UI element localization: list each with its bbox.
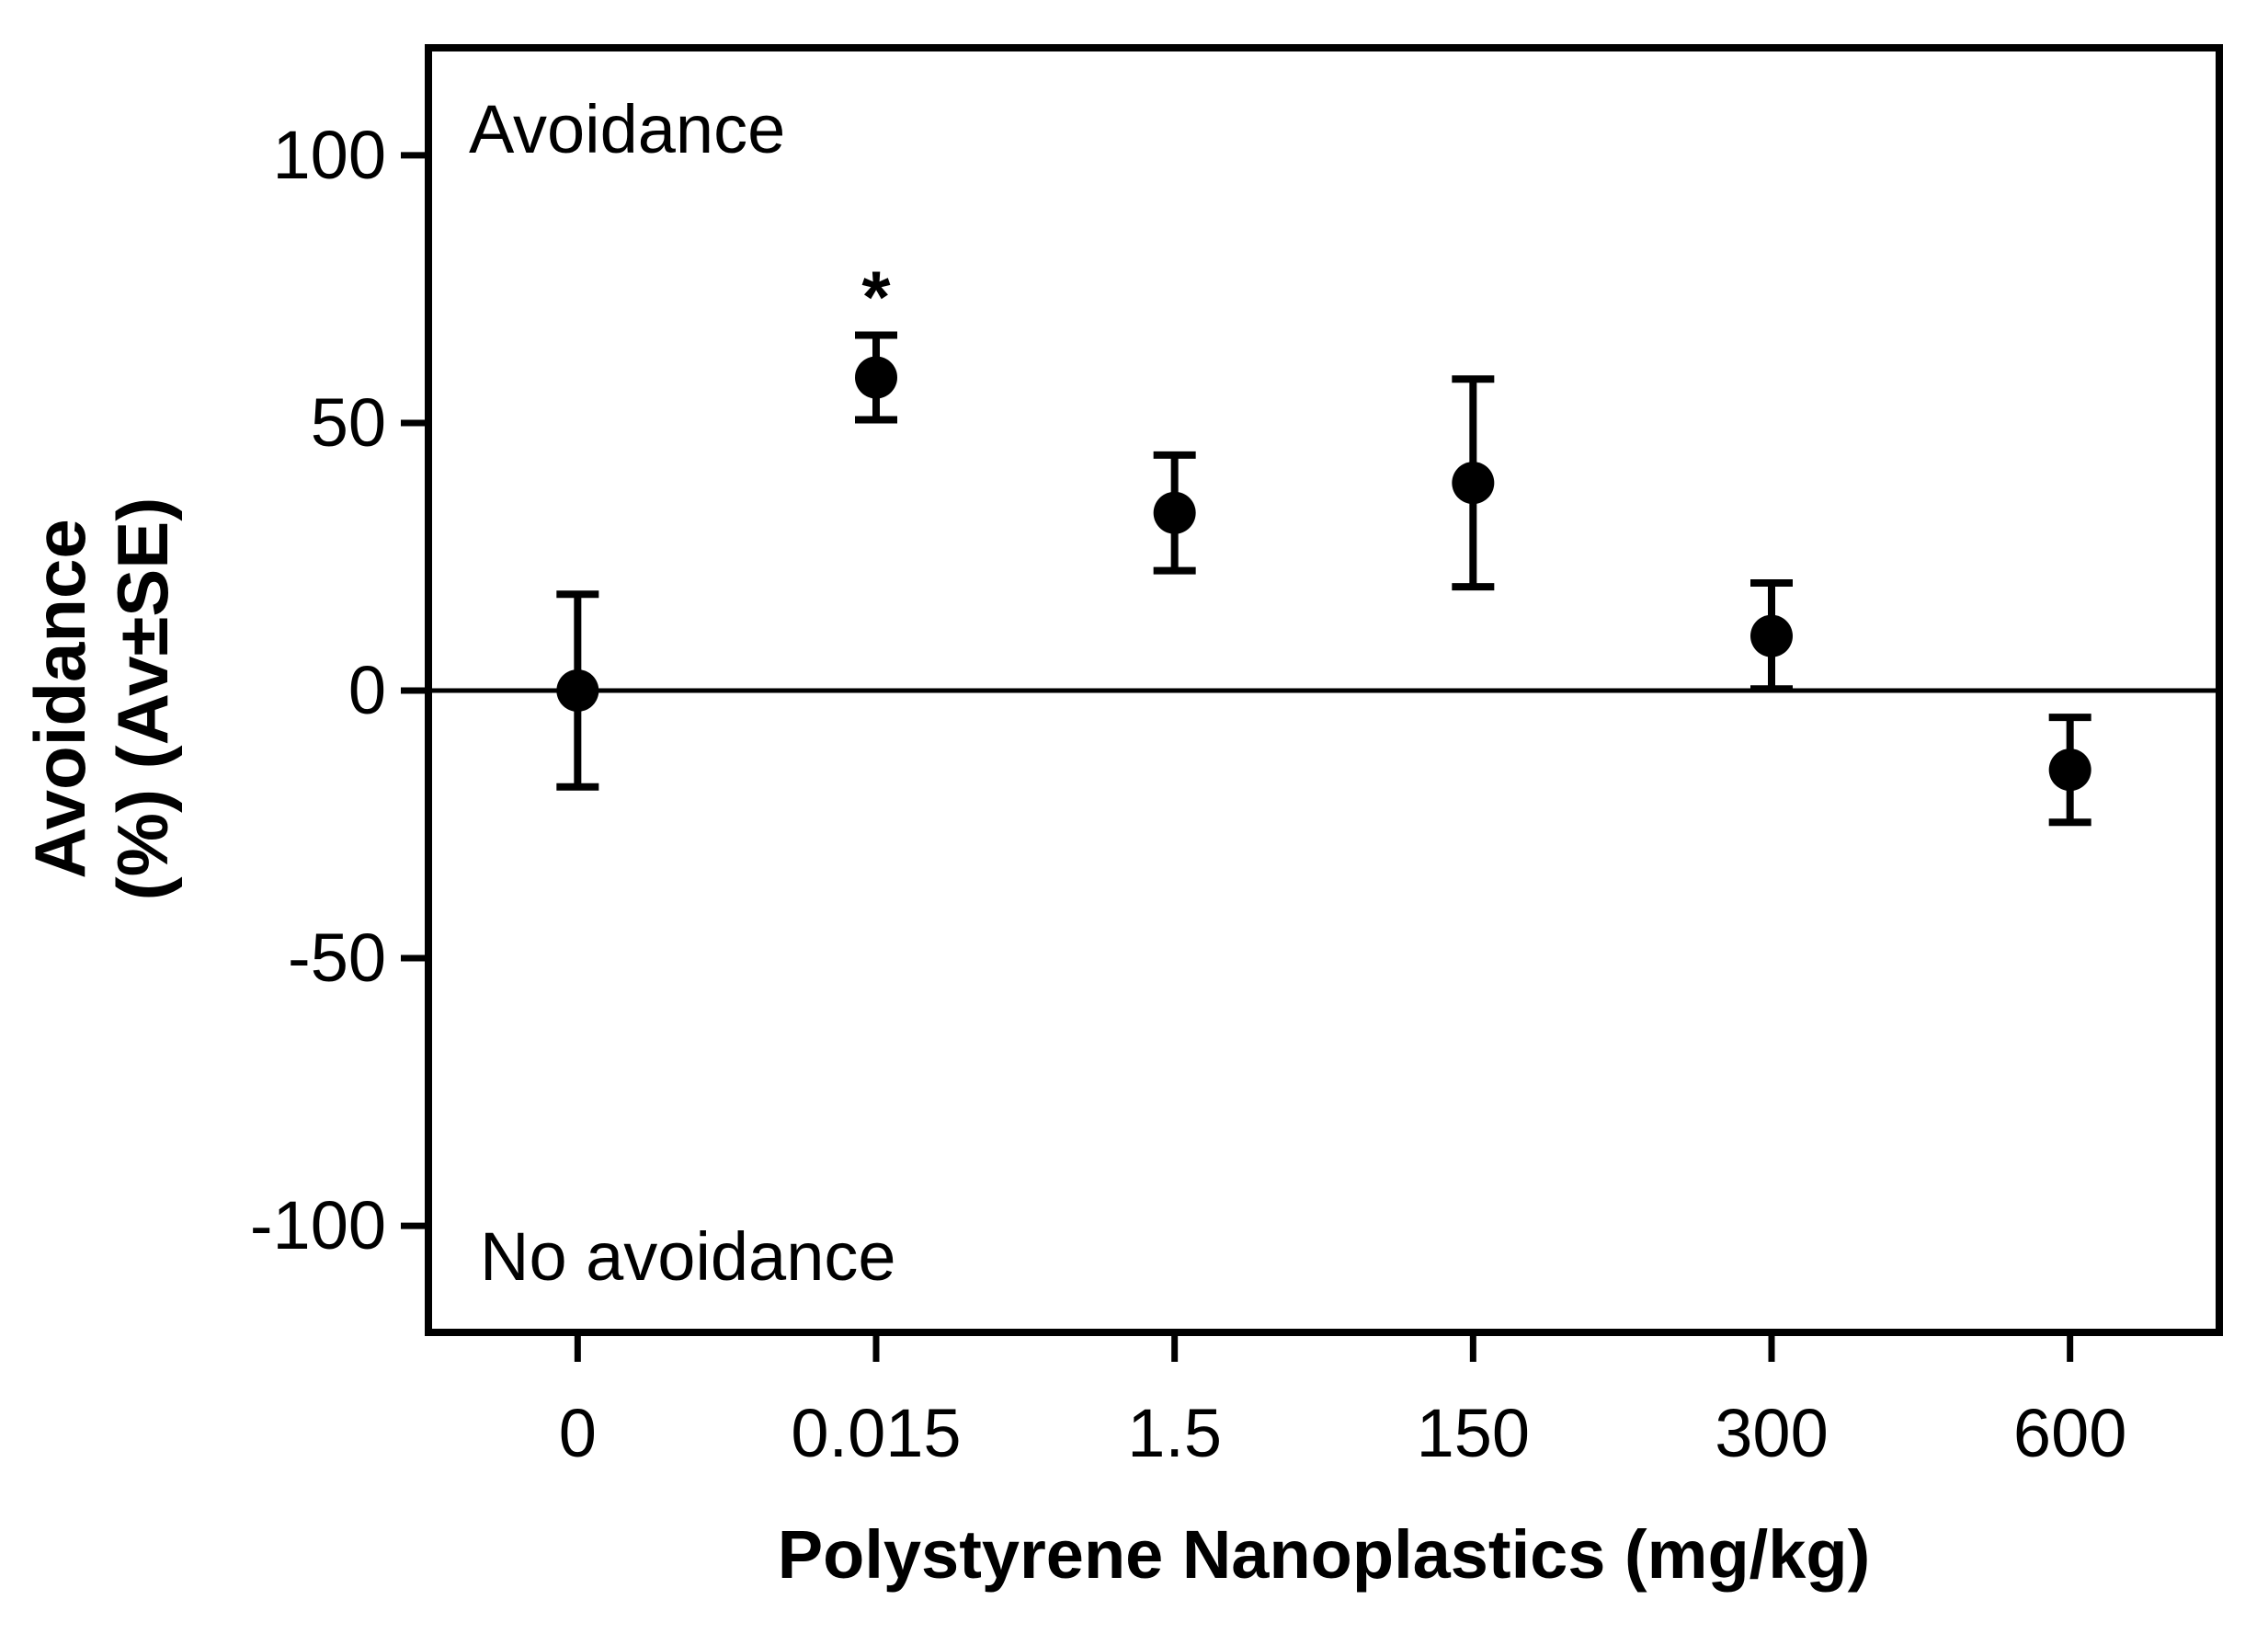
y-tick-label-50: 50 (310, 383, 386, 461)
y-tick-label--50: -50 (288, 920, 386, 997)
data-point-1.5 (1153, 491, 1196, 534)
y-tick-label-100: 100 (272, 116, 386, 193)
plot-border (425, 44, 2223, 1336)
data-point-150 (1452, 462, 1495, 505)
significance-asterisk: * (861, 256, 891, 337)
x-tick-label-300: 300 (1715, 1395, 1829, 1471)
x-tick-label-1.5: 1.5 (1127, 1395, 1223, 1471)
annotation-no-avoidance: No avoidance (480, 1218, 896, 1295)
x-axis-title: Polystyrene Nanoplastics (mg/kg) (777, 1516, 1871, 1593)
data-point-600 (2048, 748, 2091, 792)
data-point-0.015 (855, 356, 897, 399)
x-tick-label-0: 0 (558, 1395, 597, 1471)
data-point-300 (1750, 614, 1793, 657)
x-tick-label-0.015: 0.015 (791, 1395, 962, 1471)
data-point-0 (556, 669, 599, 712)
x-tick-label-600: 600 (2012, 1395, 2127, 1471)
x-tick-label-150: 150 (1416, 1395, 1531, 1471)
y-tick-label-0: 0 (348, 652, 386, 728)
annotation-avoidance: Avoidance (469, 91, 786, 167)
y-tick-label--100: -100 (249, 1187, 386, 1264)
